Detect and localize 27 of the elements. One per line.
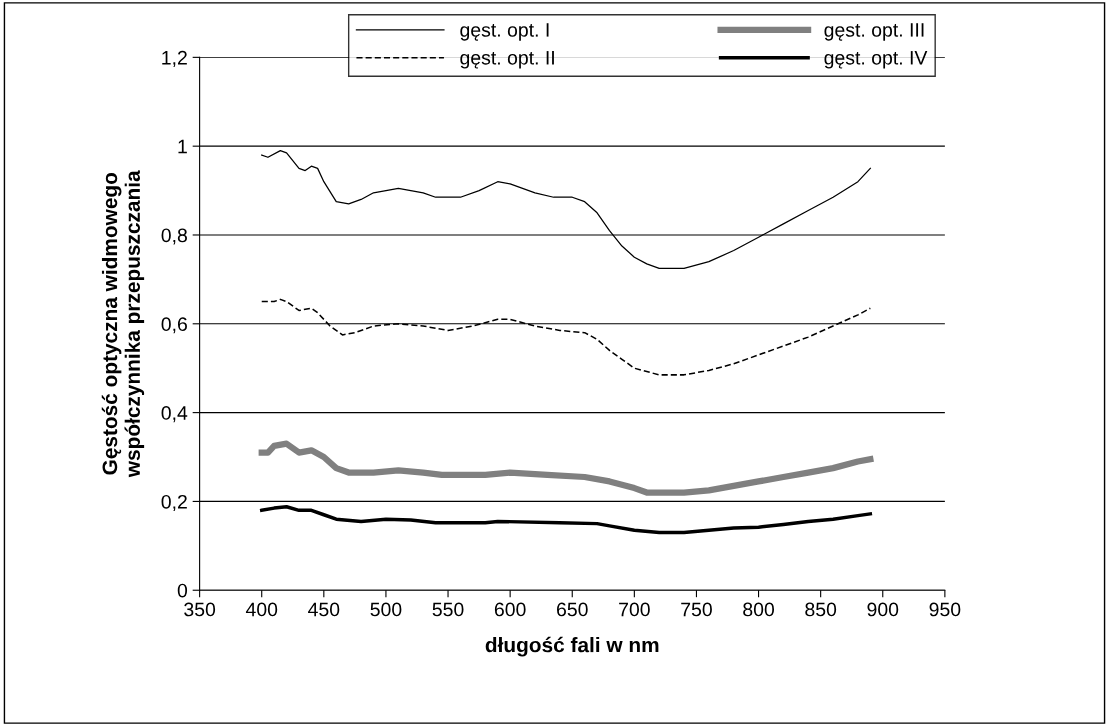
y-tick-label: 0,6 xyxy=(161,317,187,334)
x-tick-label: 600 xyxy=(494,602,526,617)
x-tick-label: 350 xyxy=(184,602,216,617)
x-tick-label: 750 xyxy=(681,602,712,617)
y-tick-label: 0,8 xyxy=(161,228,187,245)
legend-label: gęst. opt. I xyxy=(460,23,549,41)
legend-label: gęst. opt. III xyxy=(824,23,924,41)
x-tick-label: 900 xyxy=(867,602,899,617)
legend-label: gęst. opt. IV xyxy=(824,51,928,69)
y-tick-label: 0,4 xyxy=(161,406,188,423)
x-tick-label: 500 xyxy=(370,602,402,617)
x-tick-label: 850 xyxy=(805,602,837,617)
x-tick-label: 400 xyxy=(245,602,278,617)
x-axis-title: długość fali w nm xyxy=(485,636,659,657)
y-tick-label: 1 xyxy=(178,139,187,154)
y-tick-label: 0,2 xyxy=(161,494,187,511)
y-tick-label: 0 xyxy=(177,583,188,598)
x-tick-label: 700 xyxy=(619,602,650,617)
x-tick-label: 950 xyxy=(929,602,961,617)
line-series xyxy=(259,505,873,535)
legend-label: gęst. opt. II xyxy=(460,51,554,69)
x-tick-label: 450 xyxy=(308,602,340,617)
x-tick-label: 550 xyxy=(432,602,464,617)
x-tick-label: 650 xyxy=(557,602,588,617)
x-tick-label: 800 xyxy=(743,602,775,617)
y-tick-label: 1,2 xyxy=(162,50,187,67)
y-axis-title: Gęstość optyczna widmowego współczynnika przepuszczania xyxy=(101,170,145,478)
